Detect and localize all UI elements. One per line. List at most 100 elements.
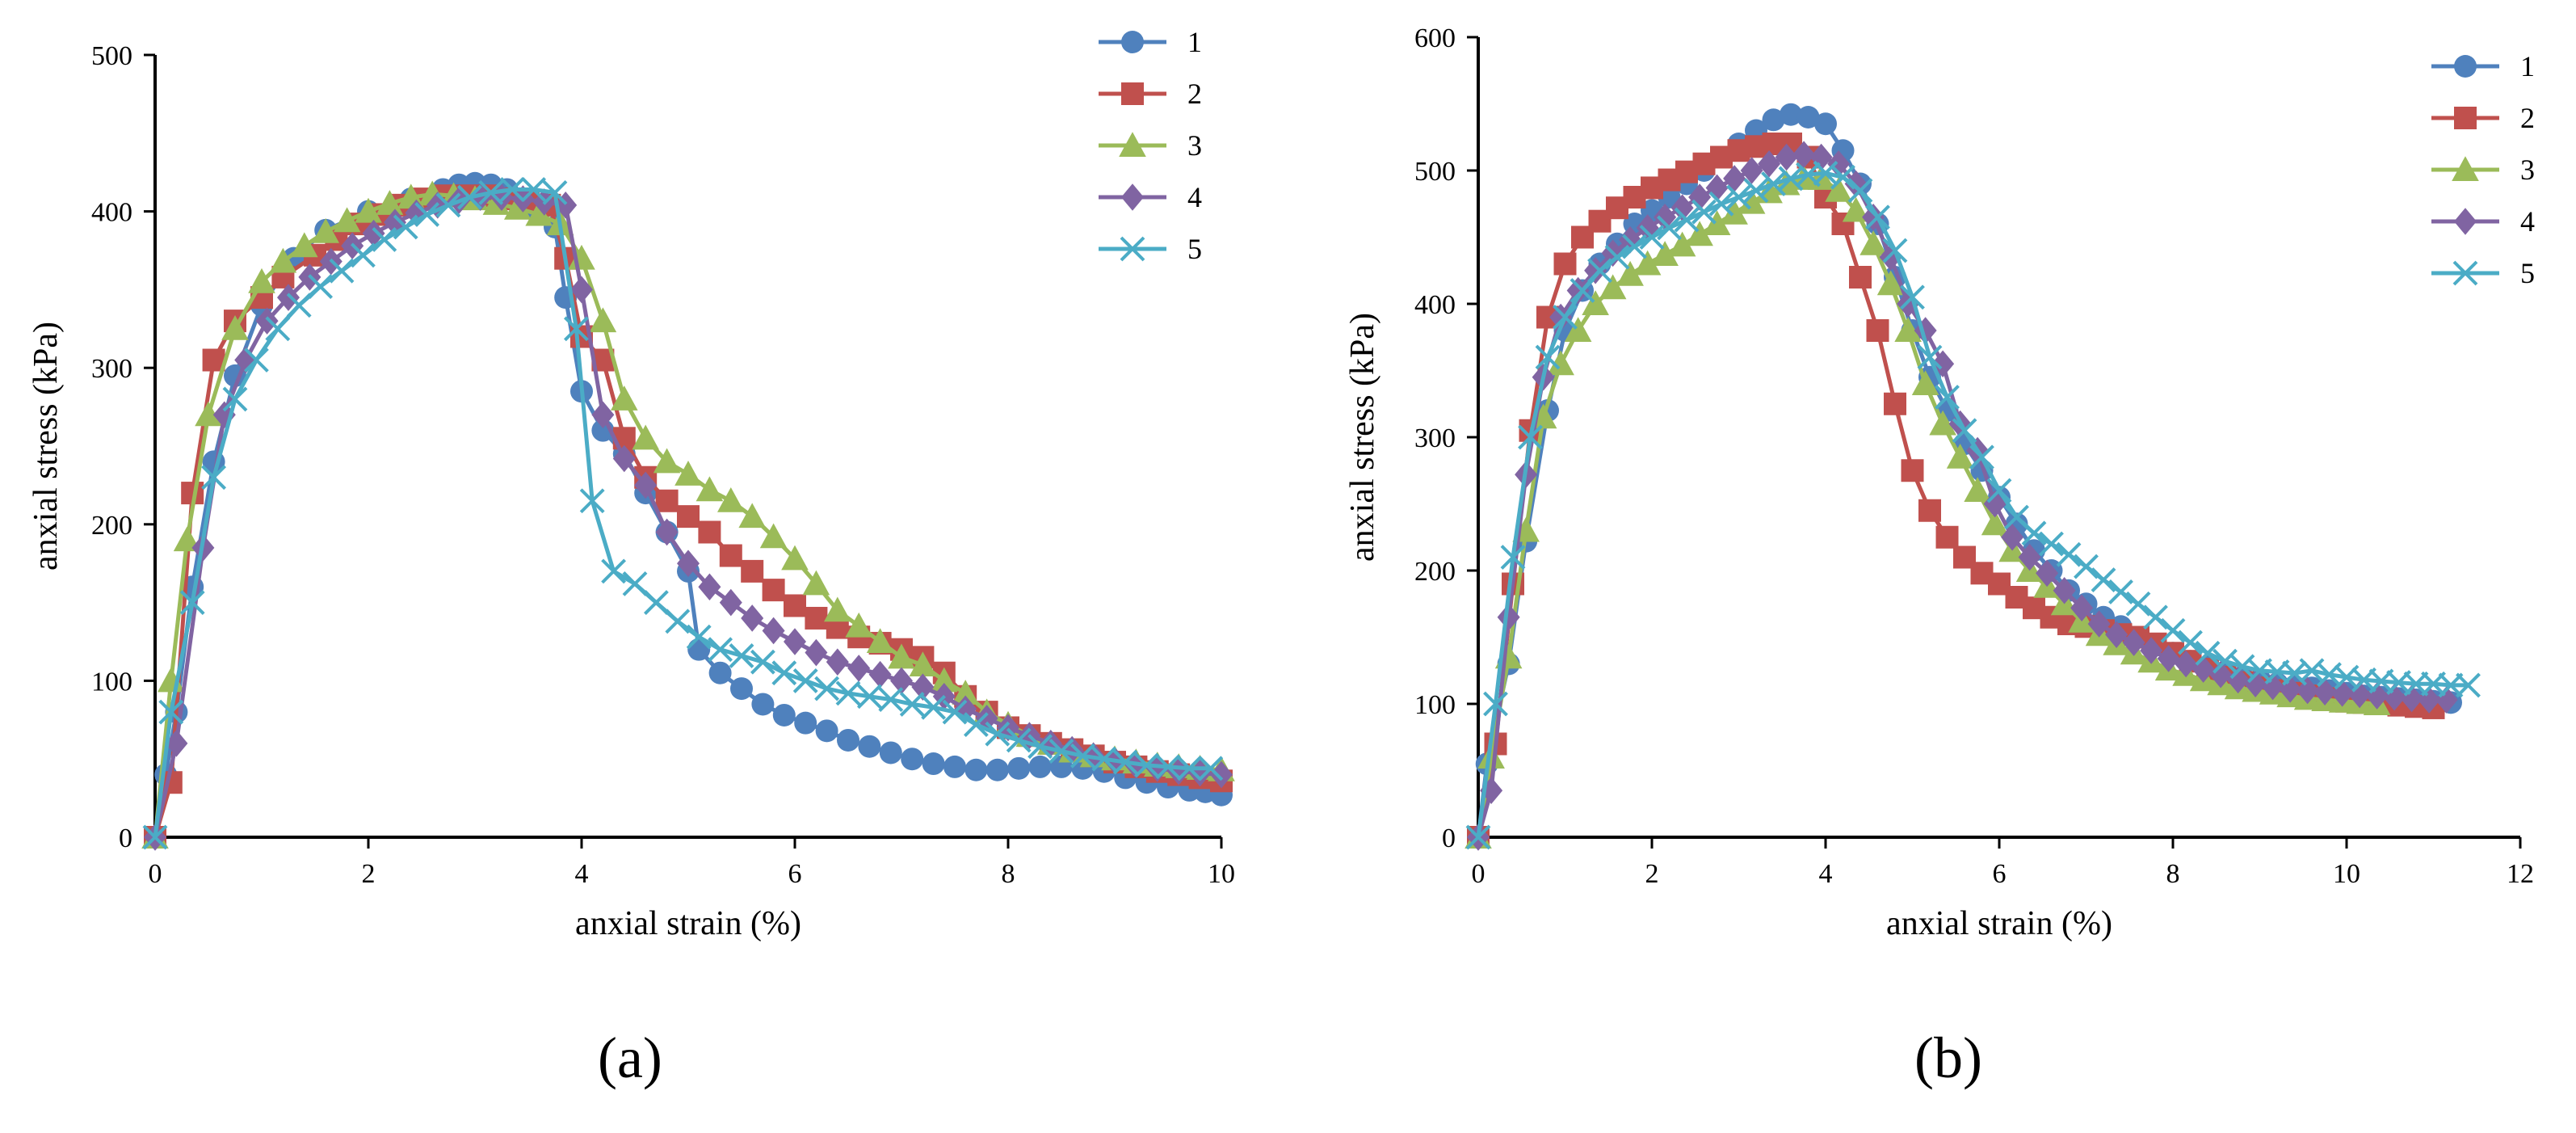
x-axis-title: anxial strain (%) [1886,905,2112,942]
legend-marker [1121,31,1144,53]
data-point [362,219,385,247]
data-point [674,461,702,486]
data-point [741,559,764,583]
series-5 [1465,160,2481,850]
data-point [729,643,754,668]
x-tick-label: 12 [2507,859,2534,889]
data-point [570,276,593,304]
data-point [1028,755,1052,778]
legend-label: 1 [1187,26,1202,58]
data-point [563,316,589,342]
data-point [792,668,818,693]
data-point [1155,754,1181,780]
data-point [1935,525,1959,549]
data-point [921,694,947,720]
data-point [1792,141,1816,168]
legend-label: 2 [1187,78,1202,110]
data-point [784,628,806,655]
data-point [414,202,440,227]
data-point [771,660,797,686]
data-point [868,660,892,689]
data-point [1723,165,1746,192]
legend-label: 2 [2520,102,2535,134]
y-tick-label: 300 [1414,423,1456,453]
data-point [1981,510,2009,536]
data-point [784,594,806,617]
data-point [1619,226,1642,254]
legend-marker [1121,82,1144,105]
data-point [911,673,935,701]
data-point [222,386,248,412]
data-point [1884,392,1906,415]
x-axis-title: anxial strain (%) [575,905,801,942]
legend-item-1: 1 [1099,26,1202,58]
data-point [521,177,547,202]
data-point [1860,230,1887,255]
data-point [1911,370,1939,395]
data-point [1006,727,1032,753]
data-point [1894,317,1922,342]
data-point [2244,670,2267,698]
data-point [655,489,679,512]
x-tick-label: 10 [1208,859,1235,889]
data-point [1670,194,1694,221]
data-point [1658,186,1681,208]
y-tick-label: 300 [91,354,132,384]
data-point [2160,617,2186,643]
x-tick-label: 8 [2166,859,2180,889]
data-point [975,705,998,732]
data-point [931,667,958,693]
data-point [1842,196,1870,222]
data-point [1935,385,1960,410]
panel-label-a: (a) [598,1026,662,1090]
data-point [1830,164,1855,190]
data-point [2053,576,2076,604]
x-tick-label: 4 [575,859,589,889]
data-point [612,444,636,473]
data-point [922,752,945,776]
data-point [589,307,617,333]
data-point [1483,691,1508,717]
data-point [1708,191,1734,217]
panel-label-b: (b) [1914,1026,1982,1090]
data-point [195,401,222,427]
data-point [286,293,312,318]
data-point [677,550,700,577]
data-point [435,192,461,218]
y-tick-label: 400 [91,198,132,228]
data-point [665,609,691,634]
y-axis-title: anxial stress (kPa) [27,322,65,571]
y-tick-label: 400 [1414,290,1456,320]
legend-marker [2454,55,2477,78]
series-line-5 [1476,171,2469,838]
data-point [1188,759,1212,787]
data-point [2157,645,2180,672]
data-point [1547,350,1574,376]
data-point [1901,459,1924,482]
y-tick-label: 200 [1414,557,1456,587]
data-point [1964,477,1991,502]
data-point [2018,543,2041,571]
data-point [2175,650,2198,678]
data-point [277,284,300,311]
legend-marker [2454,107,2477,129]
data-point [165,730,188,757]
data-point [1674,207,1700,233]
data-point [805,606,828,630]
data-point [964,758,988,781]
data-point [772,703,796,727]
data-point [719,544,742,567]
data-point [1654,203,1677,231]
data-point [2105,621,2128,648]
data-point [1497,603,1520,631]
data-point [698,520,721,544]
data-point [1091,746,1117,772]
series-4 [1467,141,2458,851]
data-point [1112,749,1138,775]
data-point [265,316,291,342]
data-point [2074,554,2099,579]
data-point [1668,231,1696,257]
data-point [1480,777,1503,805]
